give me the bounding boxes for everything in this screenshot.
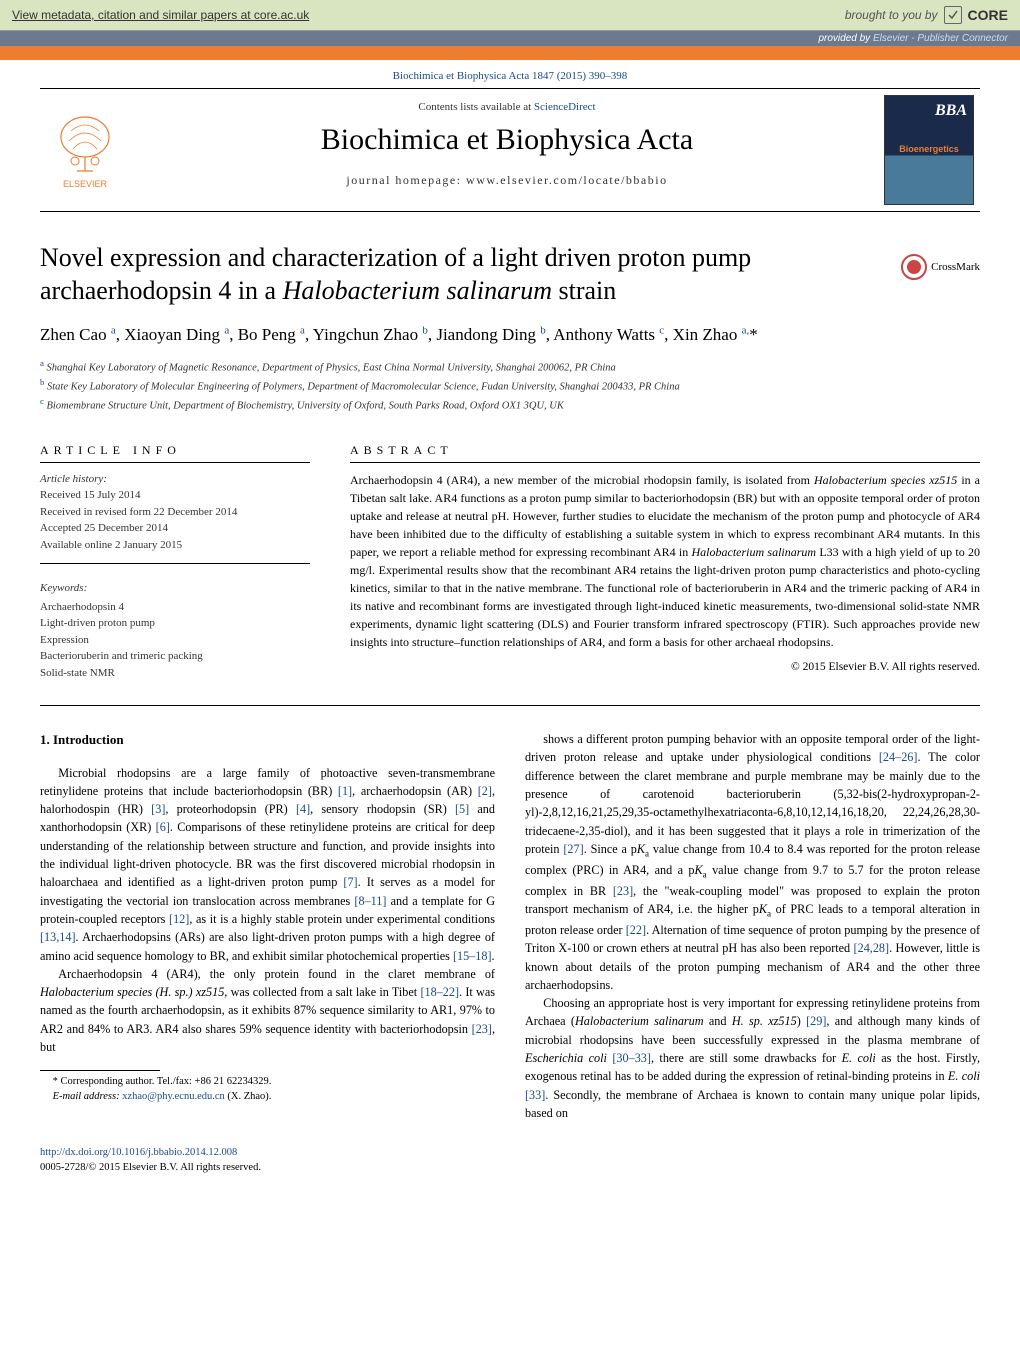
history-accepted: Accepted 25 December 2014	[40, 520, 310, 537]
core-icon	[944, 6, 962, 24]
affiliation-a: a Shanghai Key Laboratory of Magnetic Re…	[40, 357, 980, 376]
abstract: ABSTRACT Archaerhodopsin 4 (AR4), a new …	[350, 443, 980, 682]
footer: http://dx.doi.org/10.1016/j.bbabio.2014.…	[40, 1146, 980, 1175]
core-banner-right: brought to you by CORE	[845, 6, 1008, 24]
crossmark-label: CrossMark	[931, 261, 980, 273]
core-logo[interactable]: CORE	[968, 7, 1008, 23]
keywords-rule	[40, 563, 310, 564]
history-online: Available online 2 January 2015	[40, 537, 310, 554]
body-p3: shows a different proton pumping behavio…	[525, 730, 980, 994]
journal-ref-link[interactable]: Biochimica et Biophysica Acta 1847 (2015…	[393, 70, 628, 82]
footnote-corresponding: * Corresponding author. Tel./fax: +86 21…	[40, 1075, 495, 1090]
email-link[interactable]: xzhao@phy.ecnu.edu.cn	[122, 1091, 225, 1102]
body-p1: Microbial rhodopsins are a large family …	[40, 764, 495, 965]
keyword-2: Light-driven proton pump	[40, 615, 310, 632]
full-rule	[40, 705, 980, 706]
provided-banner: provided by Elsevier - Publisher Connect…	[0, 31, 1020, 46]
affiliation-b: b State Key Laboratory of Molecular Engi…	[40, 376, 980, 395]
info-rule	[40, 462, 310, 463]
core-banner: View metadata, citation and similar pape…	[0, 0, 1020, 31]
doi-link[interactable]: http://dx.doi.org/10.1016/j.bbabio.2014.…	[40, 1147, 237, 1158]
orange-strip	[0, 46, 1020, 60]
masthead-center: Contents lists available at ScienceDirec…	[130, 89, 884, 211]
provider-link[interactable]: Elsevier - Publisher Connector	[873, 33, 1008, 44]
journal-title: Biochimica et Biophysica Acta	[140, 123, 874, 157]
history-revised: Received in revised form 22 December 201…	[40, 504, 310, 521]
keywords-head: Keywords:	[40, 580, 310, 597]
footnote-rule	[40, 1070, 160, 1071]
history-received: Received 15 July 2014	[40, 487, 310, 504]
masthead: ELSEVIER Contents lists available at Sci…	[40, 89, 980, 211]
body-p2: Archaerhodopsin 4 (AR4), the only protei…	[40, 965, 495, 1056]
crossmark-badge[interactable]: CrossMark	[901, 254, 980, 280]
article-title: Novel expression and characterization of…	[40, 242, 881, 307]
body-p4: Choosing an appropriate host is very imp…	[525, 994, 980, 1122]
cover-bba-text: BBA	[935, 102, 967, 120]
contents-line: Contents lists available at ScienceDirec…	[140, 101, 874, 113]
abstract-copyright: © 2015 Elsevier B.V. All rights reserved…	[350, 661, 980, 673]
history-head: Article history:	[40, 471, 310, 488]
abstract-text: Archaerhodopsin 4 (AR4), a new member of…	[350, 471, 980, 651]
issn-line: 0005-2728/© 2015 Elsevier B.V. All right…	[40, 1161, 980, 1176]
history: Article history: Received 15 July 2014 R…	[40, 471, 310, 554]
title-row: Novel expression and characterization of…	[40, 242, 980, 307]
journal-reference: Biochimica et Biophysica Acta 1847 (2015…	[0, 60, 1020, 88]
section-heading: 1. Introduction	[40, 730, 495, 750]
meta-row: ARTICLE INFO Article history: Received 1…	[40, 443, 980, 682]
elsevier-text: ELSEVIER	[63, 179, 108, 189]
elsevier-logo[interactable]: ELSEVIER	[40, 89, 130, 211]
core-banner-left: View metadata, citation and similar pape…	[12, 8, 309, 22]
keyword-3: Expression	[40, 632, 310, 649]
affiliation-c: c Biomembrane Structure Unit, Department…	[40, 395, 980, 414]
keyword-5: Solid-state NMR	[40, 665, 310, 682]
keyword-4: Bacterioruberin and trimeric packing	[40, 648, 310, 665]
keyword-1: Archaerhodopsin 4	[40, 599, 310, 616]
article-info: ARTICLE INFO Article history: Received 1…	[40, 443, 310, 682]
brought-label: brought to you by	[845, 8, 938, 22]
homepage-line: journal homepage: www.elsevier.com/locat…	[140, 173, 874, 188]
cover-subtitle: Bioenergetics	[885, 144, 973, 154]
sciencedirect-link[interactable]: ScienceDirect	[534, 101, 596, 113]
journal-cover[interactable]: BBA Bioenergetics	[884, 89, 980, 211]
body: 1. Introduction Microbial rhodopsins are…	[40, 730, 980, 1122]
provided-label: provided by	[818, 33, 870, 44]
abstract-label: ABSTRACT	[350, 443, 980, 458]
abstract-rule	[350, 462, 980, 463]
article: Novel expression and characterization of…	[0, 212, 1020, 1216]
authors: Zhen Cao a, Xiaoyan Ding a, Bo Peng a, Y…	[40, 323, 980, 347]
keywords: Keywords: Archaerhodopsin 4 Light-driven…	[40, 580, 310, 681]
metadata-link[interactable]: View metadata, citation and similar pape…	[12, 8, 309, 22]
affiliations: a Shanghai Key Laboratory of Magnetic Re…	[40, 357, 980, 415]
footnote-email: E-mail address: xzhao@phy.ecnu.edu.cn (X…	[40, 1090, 495, 1105]
crossmark-icon	[901, 254, 927, 280]
cover-image: BBA Bioenergetics	[884, 95, 974, 205]
info-label: ARTICLE INFO	[40, 443, 310, 458]
